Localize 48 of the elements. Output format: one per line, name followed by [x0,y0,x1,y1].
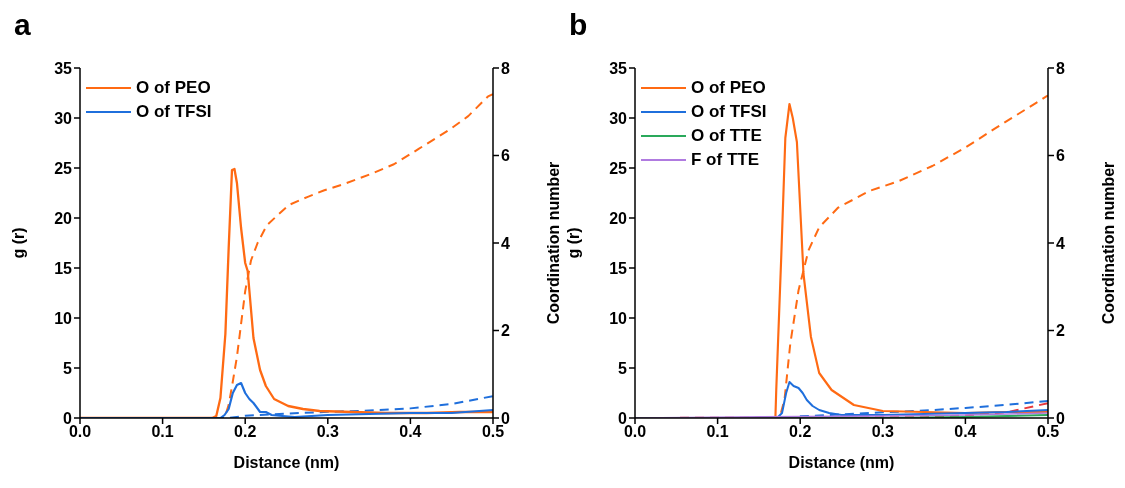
y-tick-label: 35 [609,59,628,77]
x-tick-label: 0.1 [151,423,174,441]
y-tick-label: 15 [609,259,628,277]
y-tick-label: 10 [54,309,73,327]
chart-title: b [569,8,588,42]
y-tick-label: 5 [618,359,628,377]
y-axis-title: g (r) [9,227,27,259]
y2-axis-title: Coordination number [544,161,562,325]
y-tick-label: 15 [54,259,73,277]
y2-tick-label: 8 [1056,59,1065,77]
x-tick-label: 0.3 [871,423,895,441]
legend-label: O of TFSI [691,101,767,123]
y2-tick-label: 2 [1056,322,1065,340]
y2-tick-label: 6 [501,147,510,165]
chart-title: a [14,8,31,42]
y2-tick-label: 8 [501,59,510,77]
x-tick-label: 0.4 [399,423,422,441]
x-tick-label: 0.0 [68,423,92,441]
x-tick-label: 0.5 [1036,423,1060,441]
y2-tick-label: 2 [501,322,510,340]
y-tick-label: 35 [54,59,73,77]
x-axis-title: Distance (nm) [788,454,895,471]
y-tick-label: 30 [609,109,628,127]
y-tick-label: 25 [54,159,73,177]
x-tick-label: 0.2 [789,423,812,441]
y2-tick-label: 6 [1056,147,1065,165]
y-tick-label: 20 [54,209,73,227]
y-axis-title: g (r) [564,227,582,259]
legend-label: O of TFSI [136,101,212,123]
y2-tick-label: 4 [501,234,510,252]
legend-label: O of TTE [691,125,762,147]
x-tick-label: 0.2 [234,423,257,441]
x-tick-label: 0.1 [706,423,729,441]
legend-label: O of PEO [691,77,766,99]
x-tick-label: 0.4 [954,423,977,441]
y-tick-label: 10 [609,309,628,327]
x-tick-label: 0.5 [481,423,505,441]
y-tick-label: 5 [63,359,73,377]
x-tick-label: 0.3 [316,423,340,441]
legend-label: O of PEO [136,77,211,99]
y-tick-label: 25 [609,159,628,177]
y-tick-label: 20 [609,209,628,227]
x-axis-title: Distance (nm) [233,454,340,471]
x-tick-label: 0.0 [623,423,647,441]
legend-label: F of TTE [691,149,759,171]
y2-axis-title: Coordination number [1099,161,1117,325]
y2-tick-label: 4 [1056,234,1065,252]
y-tick-label: 30 [54,109,73,127]
